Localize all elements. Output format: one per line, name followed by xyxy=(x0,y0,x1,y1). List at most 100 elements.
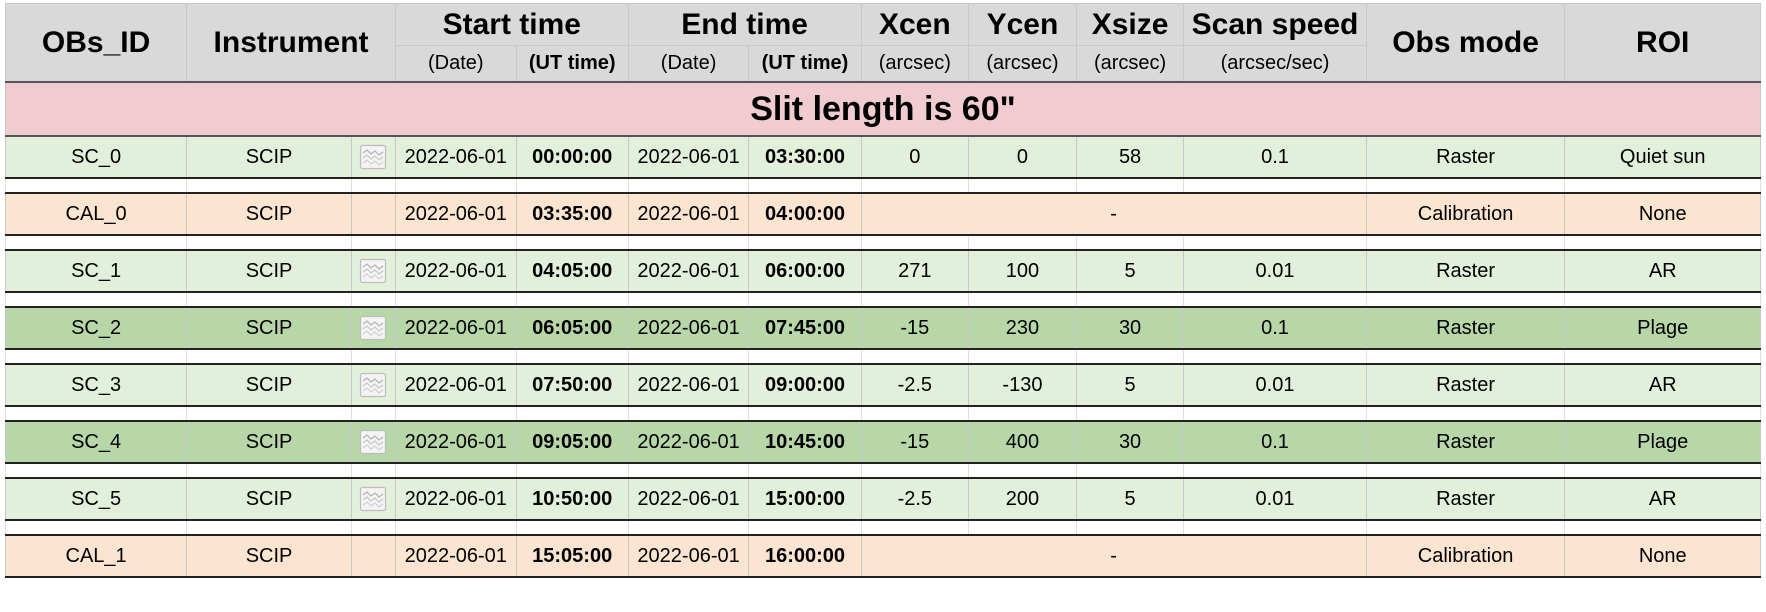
start-time-cell[interactable]: 15:05:00 xyxy=(515,534,629,578)
ycen-cell[interactable]: 200 xyxy=(968,477,1077,521)
end-time-cell[interactable]: 06:00:00 xyxy=(748,249,862,293)
icon-cell[interactable] xyxy=(350,420,396,464)
xsize-cell[interactable]: 30 xyxy=(1075,306,1185,350)
end-time-cell[interactable]: 07:45:00 xyxy=(748,306,862,350)
icon-cell[interactable] xyxy=(350,363,396,407)
end-date-cell[interactable]: 2022-06-01 xyxy=(627,135,750,179)
obs-mode-cell[interactable]: Calibration xyxy=(1365,534,1566,578)
obs-id-cell[interactable]: SC_4 xyxy=(4,420,188,464)
end-time-cell[interactable]: 10:45:00 xyxy=(748,420,862,464)
instrument-cell[interactable]: SCIP xyxy=(186,363,352,407)
xsize-cell[interactable]: 30 xyxy=(1075,420,1185,464)
icon-cell[interactable] xyxy=(350,534,396,578)
header-xcen[interactable]: Xcen xyxy=(860,3,970,46)
start-time-cell[interactable]: 04:05:00 xyxy=(515,249,629,293)
xsize-cell[interactable]: 5 xyxy=(1075,477,1185,521)
start-date-cell[interactable]: 2022-06-01 xyxy=(394,363,517,407)
icon-cell[interactable] xyxy=(350,306,396,350)
obs-mode-cell[interactable]: Raster xyxy=(1365,477,1566,521)
obs-mode-cell[interactable]: Raster xyxy=(1365,363,1566,407)
science-row[interactable]: SC_3 SCIP 2022-06-01 07:50:00 2022-06-01 09:0… xyxy=(4,363,1761,407)
xsize-cell[interactable]: 58 xyxy=(1075,135,1185,179)
subheader-ycen-unit[interactable]: (arcsec) xyxy=(968,45,1077,83)
xcen-cell[interactable]: -2.5 xyxy=(860,363,970,407)
scan-speed-cell[interactable]: 0.1 xyxy=(1183,306,1367,350)
start-time-cell[interactable]: 06:05:00 xyxy=(515,306,629,350)
end-date-cell[interactable]: 2022-06-01 xyxy=(627,420,750,464)
instrument-cell[interactable]: SCIP xyxy=(186,135,352,179)
start-date-cell[interactable]: 2022-06-01 xyxy=(394,306,517,350)
xcen-cell[interactable]: 271 xyxy=(860,249,970,293)
end-time-cell[interactable]: 04:00:00 xyxy=(748,192,862,236)
science-row[interactable]: SC_4 SCIP 2022-06-01 09:05:00 2022-06-01 10:4… xyxy=(4,420,1761,464)
instrument-cell[interactable]: SCIP xyxy=(186,477,352,521)
obs-id-cell[interactable]: SC_0 xyxy=(4,135,188,179)
instrument-cell[interactable]: SCIP xyxy=(186,306,352,350)
ycen-cell[interactable]: 400 xyxy=(968,420,1077,464)
start-date-cell[interactable]: 2022-06-01 xyxy=(394,192,517,236)
end-date-cell[interactable]: 2022-06-01 xyxy=(627,477,750,521)
scan-speed-cell[interactable]: 0.01 xyxy=(1183,477,1367,521)
obs-id-cell[interactable]: CAL_0 xyxy=(4,192,188,236)
icon-cell[interactable] xyxy=(350,135,396,179)
roi-cell[interactable]: AR xyxy=(1564,249,1761,293)
obs-mode-cell[interactable]: Raster xyxy=(1365,135,1566,179)
obs-mode-cell[interactable]: Raster xyxy=(1365,249,1566,293)
start-time-cell[interactable]: 03:35:00 xyxy=(515,192,629,236)
xcen-cell[interactable]: -15 xyxy=(860,420,970,464)
subheader-start-ut[interactable]: (UT time) xyxy=(515,45,629,83)
obs-mode-cell[interactable]: Calibration xyxy=(1365,192,1566,236)
end-time-cell[interactable]: 15:00:00 xyxy=(748,477,862,521)
end-time-cell[interactable]: 03:30:00 xyxy=(748,135,862,179)
roi-cell[interactable]: Quiet sun xyxy=(1564,135,1761,179)
roi-cell[interactable]: AR xyxy=(1564,363,1761,407)
instrument-cell[interactable]: SCIP xyxy=(186,420,352,464)
start-date-cell[interactable]: 2022-06-01 xyxy=(394,477,517,521)
header-obs-mode[interactable]: Obs mode xyxy=(1365,3,1566,83)
xsize-cell[interactable]: 5 xyxy=(1075,363,1185,407)
start-time-cell[interactable]: 00:00:00 xyxy=(515,135,629,179)
subheader-scan-unit[interactable]: (arcsec/sec) xyxy=(1183,45,1367,83)
merged-placeholder-cell[interactable]: - xyxy=(860,534,1367,578)
scan-speed-cell[interactable]: 0.1 xyxy=(1183,135,1367,179)
instrument-cell[interactable]: SCIP xyxy=(186,192,352,236)
instrument-cell[interactable]: SCIP xyxy=(186,534,352,578)
header-obs-id[interactable]: OBs_ID xyxy=(4,3,188,83)
header-instrument[interactable]: Instrument xyxy=(186,3,396,83)
ycen-cell[interactable]: 100 xyxy=(968,249,1077,293)
science-row[interactable]: SC_0 SCIP 2022-06-01 00:00:00 2022-06-01 03:3… xyxy=(4,135,1761,179)
chart-image-icon[interactable] xyxy=(359,372,387,398)
roi-cell[interactable]: AR xyxy=(1564,477,1761,521)
slit-length-banner[interactable]: Slit length is 60" xyxy=(5,81,1761,137)
obs-mode-cell[interactable]: Raster xyxy=(1365,420,1566,464)
start-date-cell[interactable]: 2022-06-01 xyxy=(394,534,517,578)
start-date-cell[interactable]: 2022-06-01 xyxy=(394,135,517,179)
ycen-cell[interactable]: 0 xyxy=(968,135,1077,179)
xsize-cell[interactable]: 5 xyxy=(1075,249,1185,293)
calibration-row[interactable]: CAL_0 SCIP 2022-06-01 03:35:00 2022-06-01 04:… xyxy=(4,192,1761,236)
start-date-cell[interactable]: 2022-06-01 xyxy=(394,420,517,464)
start-date-cell[interactable]: 2022-06-01 xyxy=(394,249,517,293)
subheader-end-ut[interactable]: (UT time) xyxy=(748,45,862,83)
icon-cell[interactable] xyxy=(350,477,396,521)
science-row[interactable]: SC_1 SCIP 2022-06-01 04:05:00 2022-06-01 06:0… xyxy=(4,249,1761,293)
instrument-cell[interactable]: SCIP xyxy=(186,249,352,293)
end-date-cell[interactable]: 2022-06-01 xyxy=(627,363,750,407)
ycen-cell[interactable]: -130 xyxy=(968,363,1077,407)
obs-id-cell[interactable]: CAL_1 xyxy=(4,534,188,578)
end-date-cell[interactable]: 2022-06-01 xyxy=(627,534,750,578)
ycen-cell[interactable]: 230 xyxy=(968,306,1077,350)
chart-image-icon[interactable] xyxy=(359,258,387,284)
start-time-cell[interactable]: 10:50:00 xyxy=(515,477,629,521)
roi-cell[interactable]: Plage xyxy=(1564,306,1761,350)
roi-cell[interactable]: Plage xyxy=(1564,420,1761,464)
subheader-start-date[interactable]: (Date) xyxy=(394,45,517,83)
obs-id-cell[interactable]: SC_3 xyxy=(4,363,188,407)
merged-placeholder-cell[interactable]: - xyxy=(860,192,1367,236)
header-xsize[interactable]: Xsize xyxy=(1075,3,1185,46)
header-start-time[interactable]: Start time xyxy=(394,3,629,46)
scan-speed-cell[interactable]: 0.01 xyxy=(1183,249,1367,293)
start-time-cell[interactable]: 07:50:00 xyxy=(515,363,629,407)
chart-image-icon[interactable] xyxy=(359,144,387,170)
calibration-row[interactable]: CAL_1 SCIP 2022-06-01 15:05:00 2022-06-01 16:… xyxy=(4,534,1761,578)
